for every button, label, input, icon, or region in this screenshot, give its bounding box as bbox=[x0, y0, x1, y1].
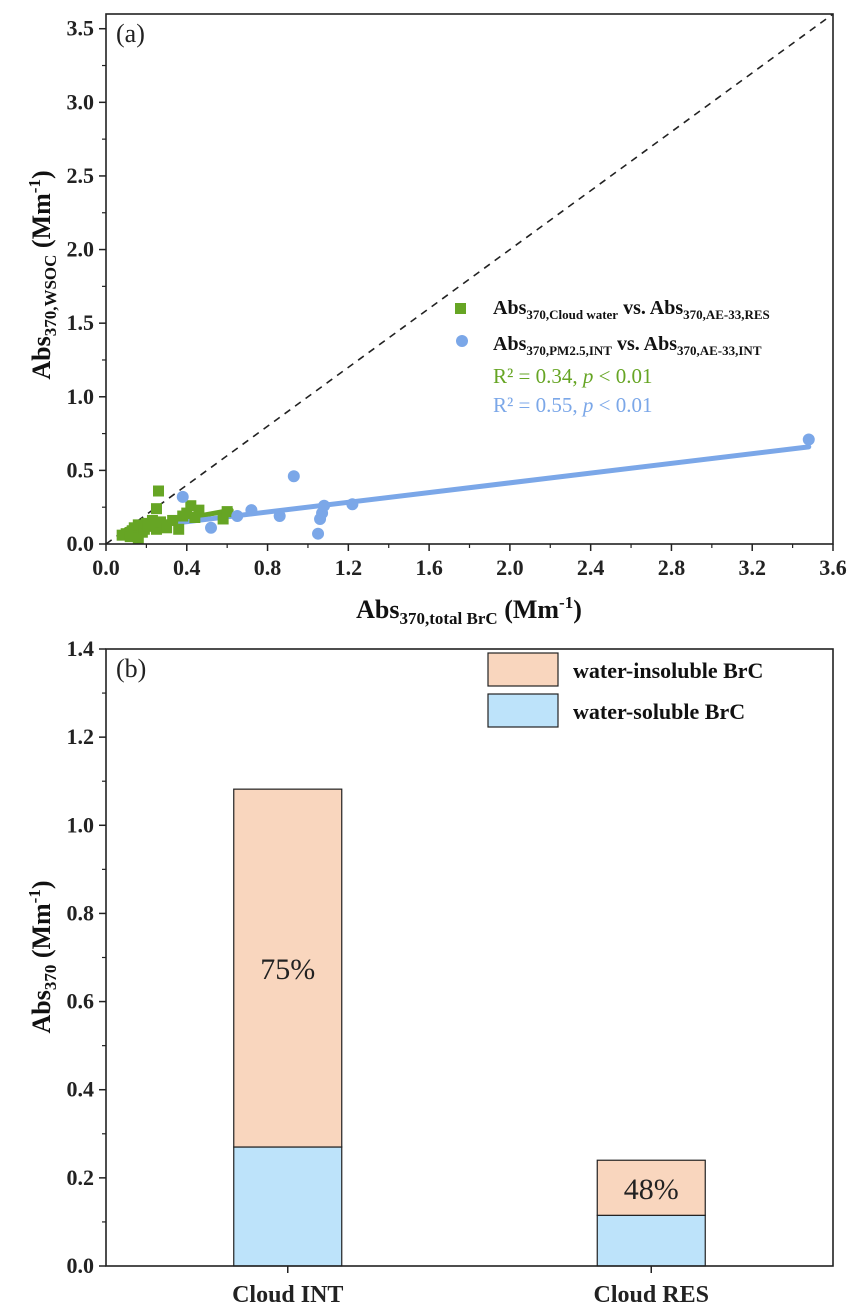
scatter-point-cloud-water bbox=[217, 513, 229, 525]
scatter-point-cloud-water bbox=[167, 514, 179, 526]
scatter-point-cloud-water bbox=[161, 522, 173, 534]
scatter-point-pm25 bbox=[231, 510, 244, 523]
scatter-point-pm25 bbox=[318, 499, 331, 512]
scatter-point-cloud-water bbox=[189, 512, 201, 523]
y-tick-label: 0.0 bbox=[67, 1253, 95, 1278]
x-axis-label-a: Abs370,total BrC (Mm-1) bbox=[356, 593, 582, 628]
y-tick-label: 1.0 bbox=[67, 812, 95, 837]
panel-label-b: (b) bbox=[116, 654, 146, 683]
y-tick-label: 1.4 bbox=[67, 636, 95, 661]
scatter-point-cloud-water bbox=[150, 503, 162, 515]
y-tick-label: 2.0 bbox=[67, 237, 95, 262]
legend-b: water-insoluble BrC water-soluble BrC bbox=[487, 652, 763, 728]
legend-label-insoluble: water-insoluble BrC bbox=[573, 658, 763, 683]
panel-a: 0.0 0.4 0.8 1.2 1.6 2.0 2.4 2.8 3.2 3.6 0.0 0.5 1.0… bbox=[25, 13, 847, 628]
y-tick-label: 0.6 bbox=[67, 989, 95, 1014]
r2-annotation-green: R² = 0.34, p < 0.01 bbox=[493, 364, 653, 388]
y-tick-label: 0.5 bbox=[67, 457, 95, 482]
y-axis-ticks: 0.0 0.5 1.0 1.5 2.0 2.5 3.0 3.5 bbox=[67, 16, 106, 556]
bar-segment-soluble bbox=[596, 1214, 706, 1267]
scatter-point-cloud-water bbox=[185, 500, 197, 512]
y-tick-label: 3.0 bbox=[67, 89, 95, 114]
bar-segment-soluble bbox=[233, 1146, 343, 1267]
x-tick-label: 2.8 bbox=[658, 555, 686, 580]
legend-swatch-soluble bbox=[487, 693, 559, 728]
one-to-one-line bbox=[105, 13, 834, 545]
scatter-point-cloud-water bbox=[193, 504, 205, 516]
scatter-point-pm25 bbox=[287, 470, 300, 483]
y-axis-ticks-b: 0.0 0.2 0.4 0.6 0.8 1.0 1.2 1.4 bbox=[67, 636, 106, 1278]
y-tick-label: 0.0 bbox=[67, 531, 95, 556]
x-tick-label: 3.2 bbox=[738, 555, 766, 580]
y-tick-label: 0.8 bbox=[67, 900, 95, 925]
x-tick-label: 3.6 bbox=[819, 555, 847, 580]
y-tick-label: 2.5 bbox=[67, 163, 95, 188]
legend-swatch-insoluble bbox=[487, 652, 559, 687]
x-tick-label: 2.0 bbox=[496, 555, 524, 580]
scatter-point-pm25 bbox=[802, 433, 815, 446]
scatter-point-cloud-water bbox=[132, 519, 144, 531]
scatter-point-pm25 bbox=[312, 527, 325, 540]
panel-b: 75% 48% 0.0 0.2 0.4 0.6 0.8 1.0 1.2 1.4 Cloud IN… bbox=[25, 636, 834, 1308]
x-tick-label: 0.8 bbox=[254, 555, 282, 580]
x-axis-categories: Cloud INT Cloud RES bbox=[232, 1266, 709, 1308]
r2-annotation-blue: R² = 0.55, p < 0.01 bbox=[493, 393, 653, 417]
scatter-points bbox=[116, 433, 815, 544]
x-tick-label: 2.4 bbox=[577, 555, 605, 580]
bar-segment-insoluble bbox=[596, 1159, 706, 1216]
legend-entry-cloud-water: Abs370,Cloud water vs. Abs370,AE-33,RES bbox=[493, 297, 770, 322]
scatter-point-cloud-water bbox=[142, 520, 154, 532]
bar-segment-insoluble bbox=[233, 788, 343, 1148]
scatter-point-cloud-water bbox=[124, 531, 136, 543]
bar-percent-label: 75% bbox=[260, 953, 315, 986]
y-tick-label: 1.5 bbox=[67, 310, 95, 335]
stacked-bars: 75% 48% bbox=[233, 788, 706, 1267]
category-label: Cloud RES bbox=[594, 1282, 709, 1308]
scatter-point-cloud-water bbox=[173, 523, 185, 535]
y-tick-label: 1.0 bbox=[67, 384, 95, 409]
panel-label-a: (a) bbox=[116, 19, 145, 48]
scatter-point-cloud-water bbox=[150, 523, 162, 535]
plot-frame-b bbox=[105, 648, 834, 1267]
scatter-point-pm25 bbox=[205, 521, 218, 534]
scatter-point-cloud-water bbox=[181, 507, 193, 519]
scatter-point-pm25 bbox=[176, 490, 189, 503]
legend-marker-circle bbox=[456, 335, 468, 347]
legend-marker-square bbox=[455, 303, 466, 314]
y-axis-label-a: Abs370,WSOC (Mm-1) bbox=[25, 170, 60, 379]
legend-a: Abs370,Cloud water vs. Abs370,AE-33,RES … bbox=[455, 297, 770, 417]
scatter-point-cloud-water bbox=[146, 514, 158, 526]
y-tick-label: 0.2 bbox=[67, 1165, 95, 1190]
scatter-point-cloud-water bbox=[221, 506, 233, 518]
y-tick-label: 1.2 bbox=[67, 724, 95, 749]
legend-label-soluble: water-soluble BrC bbox=[573, 699, 745, 724]
bar-percent-label: 48% bbox=[624, 1173, 679, 1206]
scatter-point-pm25 bbox=[273, 510, 286, 523]
scatter-point-pm25 bbox=[346, 498, 359, 511]
y-axis-label-b: Abs370 (Mm-1) bbox=[25, 880, 60, 1033]
x-tick-label: 1.2 bbox=[335, 555, 363, 580]
x-tick-label: 0.0 bbox=[92, 555, 120, 580]
scatter-point-cloud-water bbox=[132, 532, 144, 544]
x-tick-label: 0.4 bbox=[173, 555, 201, 580]
legend-entry-pm25: Abs370,PM2.5,INT vs. Abs370,AE-33,INT bbox=[493, 333, 762, 358]
y-tick-label: 0.4 bbox=[67, 1077, 95, 1102]
x-tick-label: 1.6 bbox=[415, 555, 443, 580]
x-axis-ticks: 0.0 0.4 0.8 1.2 1.6 2.0 2.4 2.8 3.2 3.6 bbox=[92, 544, 847, 580]
scatter-point-pm25 bbox=[245, 504, 258, 517]
category-label: Cloud INT bbox=[232, 1282, 343, 1308]
y-tick-label: 3.5 bbox=[67, 16, 95, 41]
scatter-point-cloud-water bbox=[153, 485, 165, 497]
